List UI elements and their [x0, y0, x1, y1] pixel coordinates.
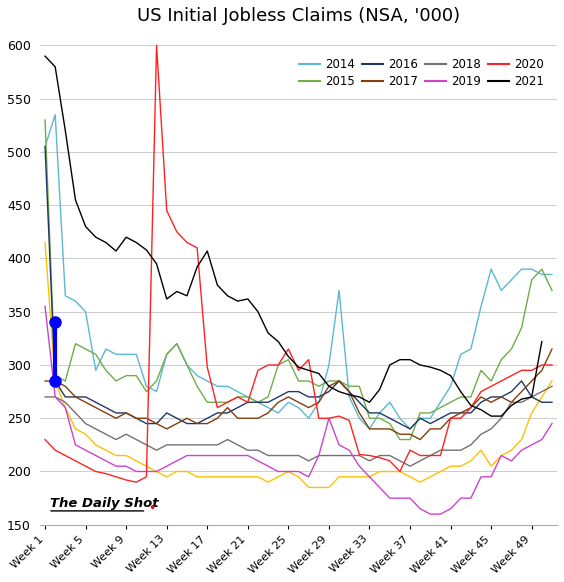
2016 [549, 399, 556, 406]
2020 [174, 228, 180, 235]
2018 [194, 441, 201, 448]
2014 [366, 425, 373, 432]
2017 [376, 425, 383, 432]
2019 [376, 484, 383, 491]
Line: 2019: 2019 [45, 306, 552, 514]
2018 [549, 383, 556, 390]
2019 [539, 436, 545, 443]
2019 [549, 420, 556, 427]
2016 [204, 415, 210, 422]
2019 [194, 452, 201, 459]
2017 [407, 431, 413, 438]
2017 [204, 420, 210, 427]
Legend: 2014, 2015, 2016, 2017, 2018, 2019, 2020, 2021: 2014, 2015, 2016, 2017, 2018, 2019, 2020… [297, 55, 546, 90]
2020 [549, 361, 556, 368]
2014 [396, 415, 403, 422]
Text: The Daily Shot: The Daily Shot [50, 496, 158, 510]
2017 [194, 420, 201, 427]
2016 [539, 399, 545, 406]
2014 [549, 271, 556, 278]
Line: 2016: 2016 [45, 147, 552, 429]
2017 [42, 378, 49, 385]
2015 [204, 399, 210, 406]
Line: 2020: 2020 [45, 45, 552, 482]
2020 [224, 399, 231, 406]
2019 [42, 303, 49, 310]
2015 [194, 383, 201, 390]
2018 [42, 393, 49, 400]
2018 [539, 388, 545, 395]
2021 [194, 264, 201, 271]
2021 [42, 52, 49, 59]
2018 [376, 452, 383, 459]
Line: 2015: 2015 [45, 120, 552, 439]
2018 [153, 447, 160, 454]
2021 [153, 260, 160, 267]
2016 [153, 420, 160, 427]
2019 [204, 452, 210, 459]
2021 [539, 338, 545, 345]
2018 [407, 463, 413, 470]
2018 [204, 441, 210, 448]
2016 [417, 415, 424, 422]
2017 [539, 367, 545, 374]
Line: 2021: 2021 [45, 56, 542, 416]
2018 [417, 457, 424, 464]
2020 [133, 478, 140, 485]
Line: 2017: 2017 [45, 349, 552, 439]
2015 [549, 287, 556, 294]
2014 [204, 378, 210, 385]
2015 [42, 116, 49, 123]
2021 [407, 356, 413, 363]
2019 [153, 468, 160, 475]
2017 [153, 420, 160, 427]
2016 [376, 409, 383, 416]
2015 [153, 378, 160, 385]
2020 [396, 468, 403, 475]
2021 [204, 247, 210, 254]
2014 [539, 271, 545, 278]
Line: 2018: 2018 [45, 386, 552, 466]
2020 [539, 361, 545, 368]
2021 [376, 386, 383, 393]
2014 [52, 111, 59, 118]
2014 [214, 383, 221, 390]
2017 [549, 346, 556, 353]
2016 [407, 425, 413, 432]
2016 [194, 420, 201, 427]
2015 [417, 409, 424, 416]
Line: 2014: 2014 [45, 115, 552, 429]
2020 [427, 452, 434, 459]
2015 [376, 415, 383, 422]
2020 [153, 42, 160, 49]
Title: US Initial Jobless Claims (NSA, '000): US Initial Jobless Claims (NSA, '000) [137, 7, 460, 25]
2016 [42, 143, 49, 150]
Text: •: • [148, 502, 156, 515]
2014 [164, 351, 170, 358]
2020 [42, 436, 49, 443]
2019 [427, 510, 434, 517]
2019 [407, 495, 413, 502]
2020 [214, 404, 221, 411]
2017 [417, 436, 424, 443]
2014 [427, 415, 434, 422]
2014 [42, 143, 49, 150]
2015 [396, 436, 403, 443]
2015 [539, 265, 545, 272]
